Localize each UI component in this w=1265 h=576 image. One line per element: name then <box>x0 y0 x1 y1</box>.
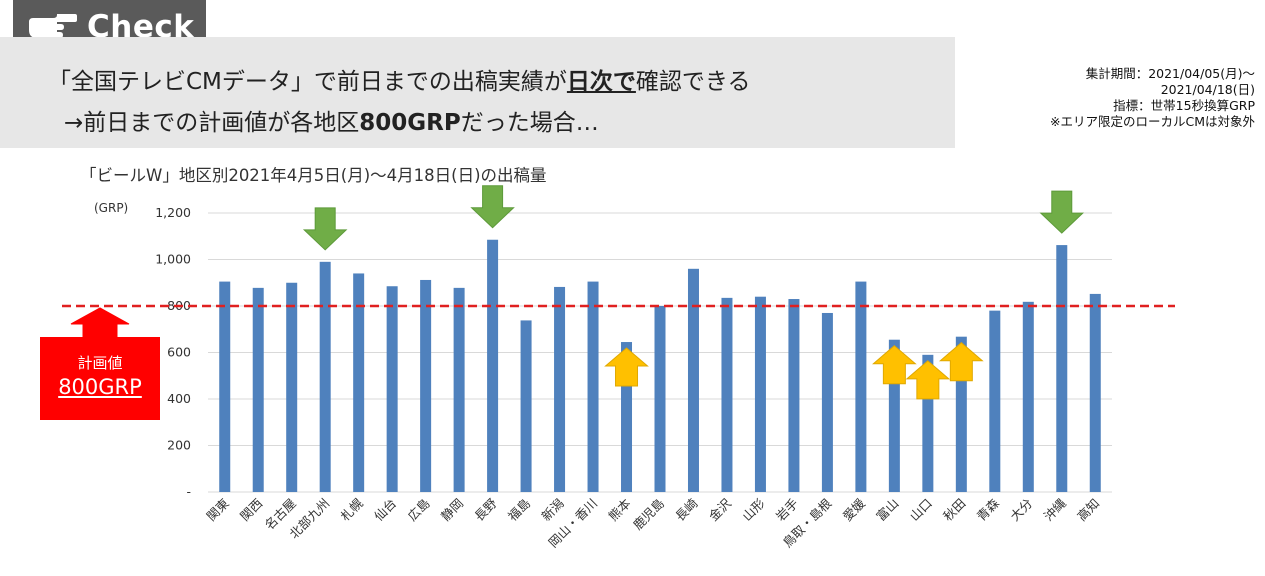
headline-line-2-emphasis: 800GRP <box>359 110 461 136</box>
x-tick-label: 愛媛 <box>840 495 869 524</box>
bar <box>754 296 766 492</box>
pointing-hand-icon <box>29 13 77 38</box>
bar <box>955 336 967 492</box>
bar <box>654 306 666 492</box>
up-arrow-icon <box>604 347 649 387</box>
y-tick-label: 1,200 <box>155 205 191 220</box>
headline-line-2-pre: →前日までの計画値が各地区 <box>64 110 360 136</box>
headline-line-2: →前日までの計画値が各地区800GRPだった場合… <box>64 103 599 137</box>
up-arrow-icon <box>872 345 917 385</box>
x-tick-label: 高知 <box>1074 496 1102 524</box>
bar <box>721 297 733 492</box>
x-tick-label: 山口 <box>907 496 935 524</box>
x-tick-label: 長野 <box>471 495 500 524</box>
bar <box>487 239 499 492</box>
bar <box>788 299 800 492</box>
bar <box>353 273 365 492</box>
period-line-1: 集計期間：2021/04/05(月)～ <box>1085 66 1255 81</box>
plan-value-number: 800GRP <box>58 375 142 399</box>
period-info: 集計期間：2021/04/05(月)～ 2021/04/18(日) 指標：世帯1… <box>1050 66 1255 130</box>
headline-line-1: 「全国テレビCMデータ」で前日までの出稿実績が日次で確認できる <box>48 62 750 96</box>
bar <box>286 282 298 492</box>
up-arrow-icon <box>938 342 984 382</box>
bar <box>1089 293 1101 492</box>
x-tick-label: 福島 <box>505 496 533 524</box>
bar <box>386 286 398 492</box>
plan-value-box: 計画値 800GRP <box>40 337 160 420</box>
bar <box>420 279 432 492</box>
down-arrow-icon <box>470 185 515 229</box>
bar <box>520 320 532 492</box>
y-axis-label: (GRP) <box>94 201 128 215</box>
bar <box>319 261 331 492</box>
headline-line-1-post: 確認できる <box>635 69 751 95</box>
bar <box>1022 301 1034 492</box>
x-tick-label: 関東 <box>204 495 233 524</box>
plan-value-label: 計画値 <box>77 354 123 372</box>
bar <box>855 281 867 492</box>
y-tick-label: 1,000 <box>155 252 191 267</box>
headline-line-1-emphasis: 日次で <box>566 69 636 95</box>
x-tick-label: 広島 <box>404 496 432 524</box>
y-tick-label: 200 <box>167 438 191 453</box>
y-tick-label: - <box>186 484 191 499</box>
y-tick-label: 600 <box>167 345 191 360</box>
bar <box>1056 245 1068 492</box>
chart-title: 「ビールW」地区別2021年4月5日(月)～4月18日(日)の出稿量 <box>80 166 547 185</box>
x-tick-label: 静岡 <box>438 496 466 524</box>
x-tick-label: 沖縄 <box>1041 495 1070 524</box>
x-tick-label: 大分 <box>1007 496 1035 524</box>
x-tick-label: 新潟 <box>538 496 566 524</box>
headline-box <box>0 37 955 148</box>
headline-line-2-post: だった場合… <box>460 110 599 136</box>
note-line: ※エリア限定のローカルCMは対象外 <box>1050 114 1255 129</box>
x-tick-label: 山形 <box>739 495 768 524</box>
down-arrow-icon <box>302 207 348 251</box>
x-tick-label: 札幌 <box>337 495 366 524</box>
bar <box>621 342 633 492</box>
bar <box>587 281 599 492</box>
bar <box>252 287 264 492</box>
headline-line-1-pre: 「全国テレビCMデータ」で前日までの出稿実績が <box>48 69 567 95</box>
up-arrow-icon <box>905 360 951 400</box>
x-tick-label: 仙台 <box>371 496 399 524</box>
down-arrow-icon <box>1039 190 1085 234</box>
x-tick-label: 青森 <box>974 495 1003 524</box>
x-tick-label: 富山 <box>873 496 901 524</box>
x-tick-label: 秋田 <box>940 496 968 524</box>
bar <box>922 354 934 492</box>
period-line-2: 2021/04/18(日) <box>1160 82 1255 97</box>
bar <box>821 312 833 492</box>
bar <box>687 268 699 492</box>
y-tick-label: 400 <box>167 391 191 406</box>
x-tick-label: 岩手 <box>773 496 801 524</box>
x-tick-label: 熊本 <box>605 495 634 524</box>
x-tick-label: 金沢 <box>706 495 735 524</box>
bar <box>219 281 231 492</box>
x-tick-label: 鹿児島 <box>630 496 667 533</box>
bar <box>989 310 1001 492</box>
bar <box>554 286 566 492</box>
bar <box>453 287 465 492</box>
x-tick-label: 関西 <box>237 496 265 524</box>
x-tick-label: 長崎 <box>672 495 701 524</box>
bar <box>888 339 900 492</box>
metric-line: 指標：世帯15秒換算GRP <box>1113 98 1255 113</box>
